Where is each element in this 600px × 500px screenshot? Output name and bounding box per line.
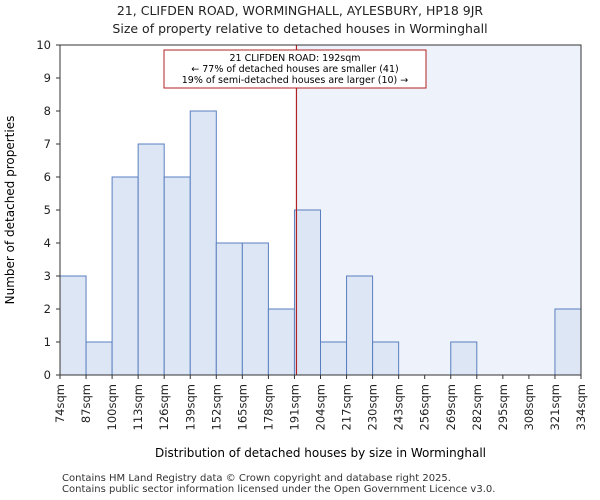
y-tick-label-4: 4: [44, 236, 51, 250]
bar-139sqm: [189, 110, 217, 376]
x-tick-label-217sqm: 217sqm: [340, 384, 354, 430]
annotation-box: 21 CLIFDEN ROAD: 192sqm ← 77% of detache…: [163, 49, 427, 89]
bar-217sqm: [346, 275, 374, 376]
x-tick-label-269sqm: 269sqm: [444, 384, 458, 430]
chart-subtitle: Size of property relative to detached ho…: [112, 21, 488, 36]
y-tick-label-10: 10: [36, 38, 51, 52]
bar-269sqm: [450, 341, 478, 376]
annotation-line-1: 21 CLIFDEN ROAD: 192sqm: [229, 53, 360, 64]
y-tick-label-3: 3: [44, 269, 51, 283]
x-axis-label: Distribution of detached houses by size …: [155, 446, 486, 460]
x-tick-label-100sqm: 100sqm: [105, 384, 119, 430]
x-tick-label-230sqm: 230sqm: [366, 384, 380, 430]
x-tick-label-334sqm: 334sqm: [574, 384, 588, 430]
bar-100sqm: [111, 176, 139, 376]
y-tick-label-7: 7: [44, 137, 51, 151]
x-tick-label-295sqm: 295sqm: [496, 384, 510, 430]
y-tick-label-0: 0: [44, 368, 51, 382]
x-tick-label-87sqm: 87sqm: [79, 384, 93, 423]
bar-87sqm: [85, 341, 113, 376]
x-tick-label-243sqm: 243sqm: [392, 384, 406, 430]
footer-licence: Contains public sector information licen…: [62, 484, 496, 495]
x-tick-label-191sqm: 191sqm: [287, 384, 301, 430]
bar-178sqm: [267, 308, 295, 376]
x-tick-label-113sqm: 113sqm: [131, 384, 145, 430]
bar-165sqm: [241, 242, 269, 376]
larger-region-shading: [296, 45, 581, 375]
x-tick-label-178sqm: 178sqm: [261, 384, 275, 430]
annotation-line-3: 19% of semi-detached houses are larger (…: [182, 75, 409, 86]
y-tick-label-2: 2: [44, 302, 51, 316]
x-tick-label-152sqm: 152sqm: [209, 384, 223, 430]
x-tick-label-165sqm: 165sqm: [235, 384, 249, 430]
x-tick-label-308sqm: 308sqm: [522, 384, 536, 430]
annotation-line-2: ← 77% of detached houses are smaller (41…: [191, 64, 398, 75]
plot-frame: [59, 44, 582, 376]
y-tick-label-6: 6: [44, 170, 51, 184]
bar-113sqm: [137, 143, 165, 376]
chart-title: 21, CLIFDEN ROAD, WORMINGHALL, AYLESBURY…: [116, 3, 484, 18]
x-tick-label-282sqm: 282sqm: [470, 384, 484, 430]
histogram-chart: 0 1 2 3 4 5 6 7 8 9 10 74sqm 87sqm 100sqm 113sqm 126sq…: [3, 38, 588, 460]
x-tick-label-256sqm: 256sqm: [418, 384, 432, 430]
y-tick-label-8: 8: [44, 104, 51, 118]
bar-191sqm: [293, 209, 322, 376]
footer-copyright: Contains HM Land Registry data © Crown c…: [62, 473, 451, 484]
bar-74sqm: [59, 275, 87, 376]
bar-126sqm: [163, 176, 191, 376]
bar-152sqm: [215, 242, 243, 376]
bar-204sqm: [320, 341, 348, 376]
y-tick-label-1: 1: [44, 335, 51, 349]
bar-321sqm: [554, 308, 582, 376]
x-tick-label-139sqm: 139sqm: [183, 384, 197, 430]
y-tick-label-9: 9: [44, 71, 51, 85]
x-tick-label-321sqm: 321sqm: [548, 384, 562, 430]
x-tick-label-204sqm: 204sqm: [314, 384, 328, 430]
bar-230sqm: [372, 341, 400, 376]
y-tick-label-5: 5: [44, 203, 51, 217]
x-tick-label-126sqm: 126sqm: [157, 384, 171, 430]
y-axis-label: Number of detached properties: [3, 116, 17, 305]
x-tick-label-74sqm: 74sqm: [53, 384, 67, 423]
